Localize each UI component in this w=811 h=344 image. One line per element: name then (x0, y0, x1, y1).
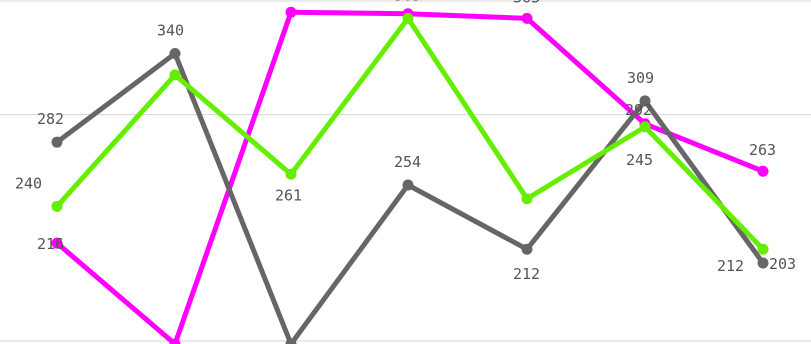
data-label-extra-0: 245 (626, 151, 653, 169)
data-label-s0-p6: 263 (749, 141, 776, 159)
data-label-s0-p4: 363 (513, 0, 540, 6)
series-1-point-1 (169, 48, 181, 60)
series-2-point-2 (285, 168, 297, 180)
series-2-point-5 (639, 121, 651, 133)
series-2-point-0 (51, 200, 63, 212)
series-0-point-1 (169, 338, 181, 344)
data-label-s1-p0: 282 (37, 110, 64, 128)
series-1-point-0 (51, 136, 63, 148)
series-1-point-6 (757, 257, 769, 269)
series-1-point-5 (639, 95, 651, 107)
series-2-point-4 (521, 193, 533, 205)
series-2-point-6 (757, 243, 769, 255)
series-0-point-0 (51, 237, 63, 249)
data-label-s2-p3: 363 (394, 0, 421, 4)
series-2-point-1 (169, 69, 181, 81)
data-label-s1-p4: 212 (513, 265, 540, 283)
series-1-point-4 (521, 243, 533, 255)
data-label-s1-p6: 203 (769, 255, 796, 273)
series-0-point-4 (521, 12, 533, 24)
series-2-line (54, 15, 766, 252)
series-1-line (54, 51, 766, 344)
data-label-s2-p0: 240 (15, 174, 42, 192)
data-label-s1-p1: 340 (157, 22, 184, 40)
series-0-point-2 (285, 6, 297, 18)
series-1 (51, 48, 769, 344)
data-label-s1-p5: 309 (627, 69, 654, 87)
series-1-point-3 (402, 179, 414, 191)
series-2-point-3 (402, 12, 414, 24)
series-1-point-2 (285, 338, 297, 344)
data-label-s1-p3: 254 (394, 153, 421, 171)
data-label-s0-p0: 216 (37, 235, 64, 253)
data-label-s2-p5: 292 (625, 101, 652, 119)
series-0 (51, 6, 769, 344)
data-label-s2-p6: 212 (717, 257, 744, 275)
data-label-s2-p2: 261 (275, 186, 302, 204)
series-0-point-6 (757, 165, 769, 177)
series-2 (51, 12, 769, 255)
